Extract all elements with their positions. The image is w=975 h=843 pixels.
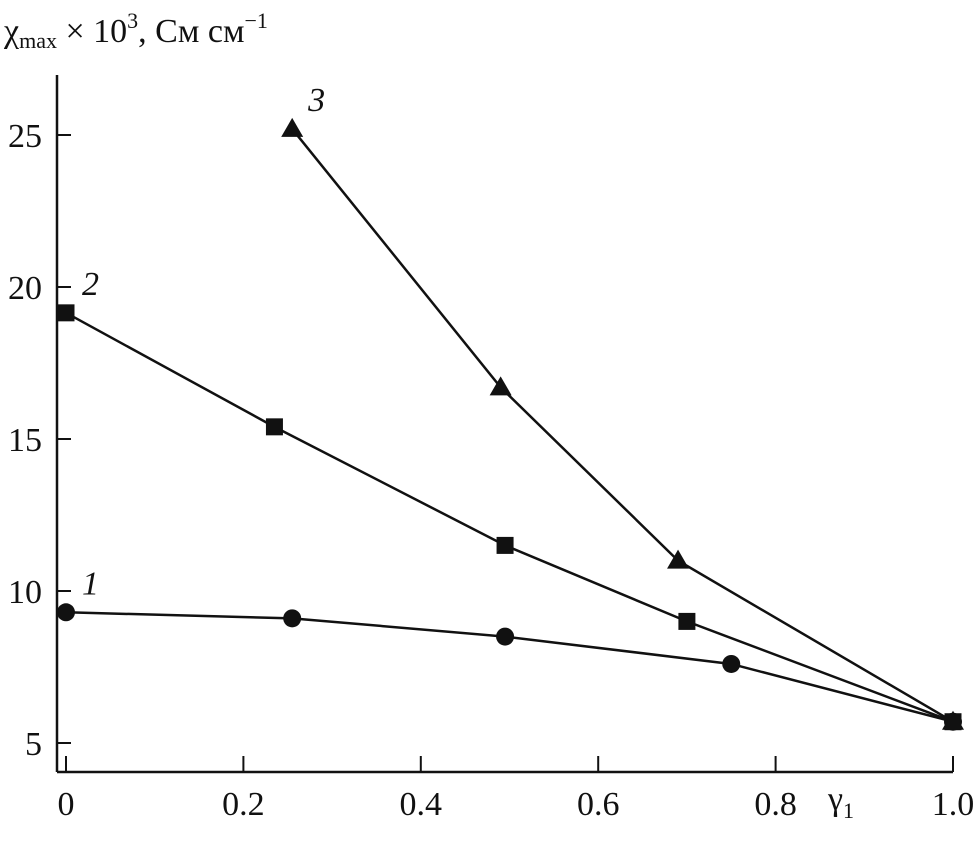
x-tick-label: 0.6 [577, 786, 620, 823]
series-line-3 [291, 128, 954, 723]
series-2: 2 [57, 266, 962, 731]
y-tick-label: 25 [8, 118, 42, 155]
x-tick-label: 0 [58, 786, 75, 823]
data-point-circle [57, 603, 75, 622]
y-tick-label: 15 [8, 422, 42, 459]
series-3: 3 [281, 82, 964, 730]
series-line-2 [65, 311, 954, 723]
data-point-square [265, 418, 283, 436]
x-tick-label: 0.4 [400, 786, 443, 823]
data-point-triangle [667, 549, 690, 569]
x-tick-label: 1.0 [932, 786, 975, 823]
curve-label-3: 3 [307, 82, 325, 119]
y-tick-label: 10 [8, 574, 42, 611]
y-tick-label: 20 [8, 270, 42, 307]
data-point-square [57, 304, 75, 322]
data-point-triangle [281, 117, 304, 137]
data-point-circle [283, 609, 302, 628]
curve-label-1: 1 [82, 565, 99, 602]
y-axis-title: χmax × 103, См см−1 [3, 8, 268, 53]
data-point-circle [496, 627, 515, 646]
data-point-circle [722, 654, 741, 673]
x-tick-label: 0.2 [222, 786, 265, 823]
x-tick-label: 0.8 [754, 786, 797, 823]
data-point-square [678, 612, 696, 630]
series-line-1 [65, 611, 954, 723]
x-axis-title: γ1 [827, 781, 854, 823]
y-tick-label: 5 [25, 726, 42, 763]
data-point-triangle [942, 710, 964, 730]
data-point-triangle [489, 376, 512, 396]
curve-label-2: 2 [82, 266, 99, 303]
data-point-square [496, 536, 514, 554]
